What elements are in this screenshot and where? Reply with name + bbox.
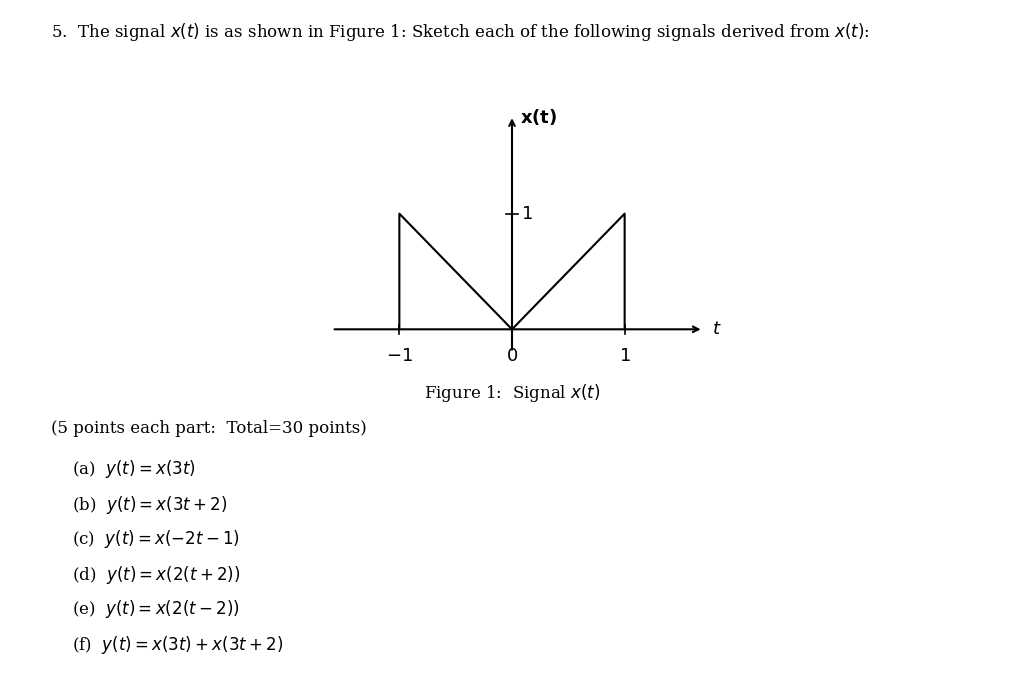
Text: $\mathbf{x(t)}$: $\mathbf{x(t)}$ bbox=[520, 107, 557, 127]
Text: 5.  The signal $x(t)$ is as shown in Figure 1: Sketch each of the following sign: 5. The signal $x(t)$ is as shown in Figu… bbox=[51, 21, 870, 43]
Text: (5 points each part:  Total=30 points): (5 points each part: Total=30 points) bbox=[51, 420, 367, 437]
Text: $-1$: $-1$ bbox=[386, 346, 413, 365]
Text: (d)  $y(t) = x(2(t + 2))$: (d) $y(t) = x(2(t + 2))$ bbox=[72, 564, 240, 585]
Text: $0$: $0$ bbox=[506, 346, 518, 365]
Text: Figure 1:  Signal $x(t)$: Figure 1: Signal $x(t)$ bbox=[424, 382, 600, 403]
Text: $t$: $t$ bbox=[713, 321, 722, 338]
Text: (c)  $y(t) = x(-2t - 1)$: (c) $y(t) = x(-2t - 1)$ bbox=[72, 528, 240, 550]
Text: $1$: $1$ bbox=[521, 204, 532, 223]
Text: (f)  $y(t) = x(3t) + x(3t + 2)$: (f) $y(t) = x(3t) + x(3t + 2)$ bbox=[72, 634, 283, 655]
Text: (a)  $y(t) = x(3t)$: (a) $y(t) = x(3t)$ bbox=[72, 458, 196, 480]
Text: (e)  $y(t) = x(2(t - 2))$: (e) $y(t) = x(2(t - 2))$ bbox=[72, 598, 240, 620]
Text: (b)  $y(t) = x(3t + 2)$: (b) $y(t) = x(3t + 2)$ bbox=[72, 494, 227, 515]
Text: $1$: $1$ bbox=[618, 346, 631, 365]
